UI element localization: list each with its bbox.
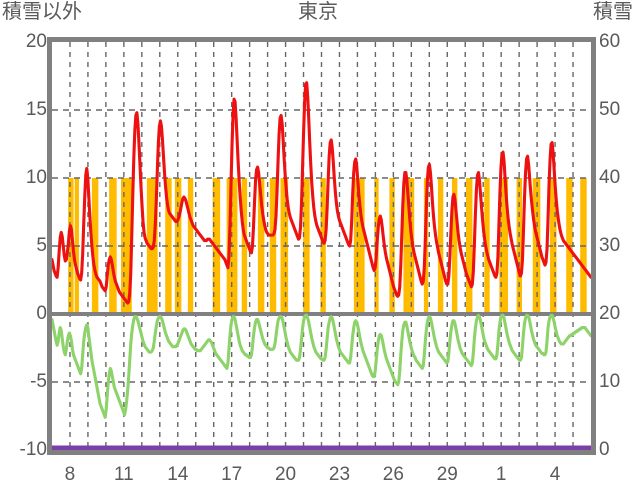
right-axis-tick-60: 60 bbox=[599, 31, 621, 52]
x-axis-tick-14: 14 bbox=[167, 464, 189, 485]
plot-svg bbox=[52, 42, 591, 450]
orange-bar bbox=[353, 178, 365, 314]
orange-bar bbox=[320, 178, 326, 314]
orange-bar bbox=[120, 178, 132, 314]
orange-bar bbox=[389, 178, 395, 314]
x-axis-tick-17: 17 bbox=[221, 464, 243, 485]
orange-bar bbox=[68, 178, 74, 314]
right-axis-tick-10: 10 bbox=[599, 371, 621, 392]
plot-frame bbox=[47, 37, 596, 455]
x-axis-tick-23: 23 bbox=[328, 464, 351, 485]
left-axis-unit-label: 積雪以外 bbox=[2, 1, 82, 23]
right-axis-tick-30: 30 bbox=[599, 235, 621, 256]
orange-bar bbox=[550, 178, 557, 314]
x-axis-tick-26: 26 bbox=[382, 464, 404, 485]
left-axis-tick--10: -10 bbox=[19, 439, 47, 460]
left-axis-tick-20: 20 bbox=[25, 31, 47, 52]
x-axis-tick-29: 29 bbox=[436, 464, 458, 485]
right-axis-tick-50: 50 bbox=[599, 99, 621, 120]
right-axis-tick-40: 40 bbox=[599, 167, 621, 188]
series-line-green-lower bbox=[52, 313, 591, 419]
series-line-red-upper bbox=[52, 81, 591, 305]
left-axis-tick-5: 5 bbox=[36, 235, 47, 256]
orange-bar bbox=[465, 178, 473, 314]
orange-bar bbox=[451, 178, 458, 314]
x-axis-tick-4: 4 bbox=[549, 464, 561, 485]
x-axis-tick-20: 20 bbox=[274, 464, 297, 485]
x-axis-tick-8: 8 bbox=[64, 464, 76, 485]
left-axis-tick-15: 15 bbox=[25, 99, 47, 120]
plot-area bbox=[52, 42, 591, 450]
left-axis-tick-0: 0 bbox=[36, 303, 47, 324]
right-axis-unit-label: 積雪 bbox=[593, 1, 633, 23]
right-axis-tick-0: 0 bbox=[599, 439, 610, 460]
left-axis-tick--5: -5 bbox=[30, 371, 47, 392]
orange-bar bbox=[91, 178, 99, 314]
data-series-group bbox=[52, 81, 591, 419]
left-axis-tick-10: 10 bbox=[25, 167, 47, 188]
orange-bar bbox=[187, 178, 194, 314]
right-axis-tick-20: 20 bbox=[599, 303, 621, 324]
page-title: 東京 bbox=[298, 1, 338, 23]
x-axis-tick-1: 1 bbox=[495, 464, 507, 485]
x-axis-tick-11: 11 bbox=[113, 464, 134, 485]
orange-bar bbox=[165, 178, 172, 314]
